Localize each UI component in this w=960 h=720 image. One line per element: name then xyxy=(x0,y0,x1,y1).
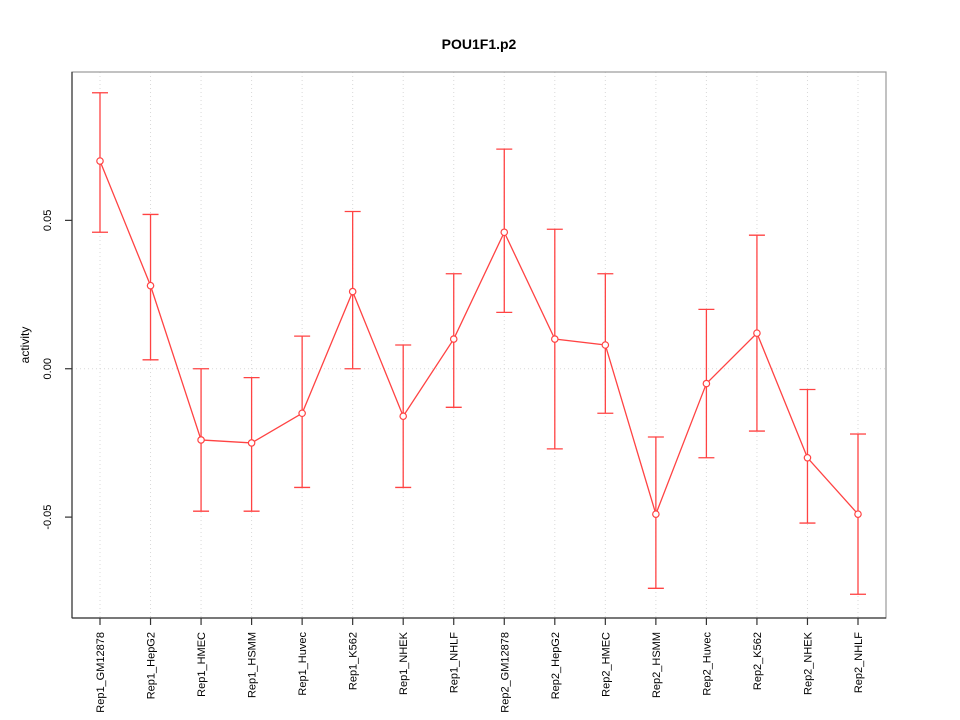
x-tick-label: Rep1_Huvec xyxy=(297,632,309,696)
data-point xyxy=(146,281,155,290)
x-tick-label: Rep2_NHEK xyxy=(802,631,814,695)
y-tick-label: 0.05 xyxy=(42,210,54,231)
x-tick-label: Rep2_HepG2 xyxy=(550,632,562,699)
data-point xyxy=(449,335,458,343)
data-point xyxy=(550,335,559,343)
data-point xyxy=(601,341,610,349)
series-line xyxy=(99,160,859,517)
x-tick-label: Rep1_NHLF xyxy=(449,632,461,693)
data-point xyxy=(652,510,660,518)
data-point xyxy=(348,287,357,296)
data-point xyxy=(96,157,104,165)
data-point xyxy=(803,453,812,462)
x-tick-label: Rep1_NHEK xyxy=(398,631,410,695)
x-tick-label: Rep2_NHLF xyxy=(853,632,865,693)
data-point xyxy=(247,439,256,447)
x-tick-label: Rep2_Huvec xyxy=(701,632,713,696)
data-point xyxy=(854,510,862,518)
data-point xyxy=(702,379,711,388)
y-tick-label: 0.00 xyxy=(42,358,54,379)
plot-box xyxy=(71,71,887,619)
data-point xyxy=(298,409,306,418)
chart-title: POU1F1.p2 xyxy=(441,36,517,52)
x-tick-label: Rep1_GM12878 xyxy=(95,632,107,713)
x-tick-label: Rep1_K562 xyxy=(348,632,360,690)
x-tick-label: Rep1_HMEC xyxy=(196,632,208,697)
x-tick-label: Rep1_HSMM xyxy=(247,632,259,698)
data-point xyxy=(399,412,408,421)
data-point xyxy=(500,228,509,237)
y-tick-label: -0.05 xyxy=(42,505,54,530)
x-tick-label: Rep2_HMEC xyxy=(600,632,612,697)
x-tick-label: Rep1_HepG2 xyxy=(146,632,158,699)
data-point xyxy=(197,436,205,444)
x-tick-label: Rep2_HSMM xyxy=(651,632,663,698)
x-tick-label: Rep2_K562 xyxy=(752,632,764,690)
data-point xyxy=(753,329,761,337)
x-tick-label: Rep2_GM12878 xyxy=(499,632,511,713)
